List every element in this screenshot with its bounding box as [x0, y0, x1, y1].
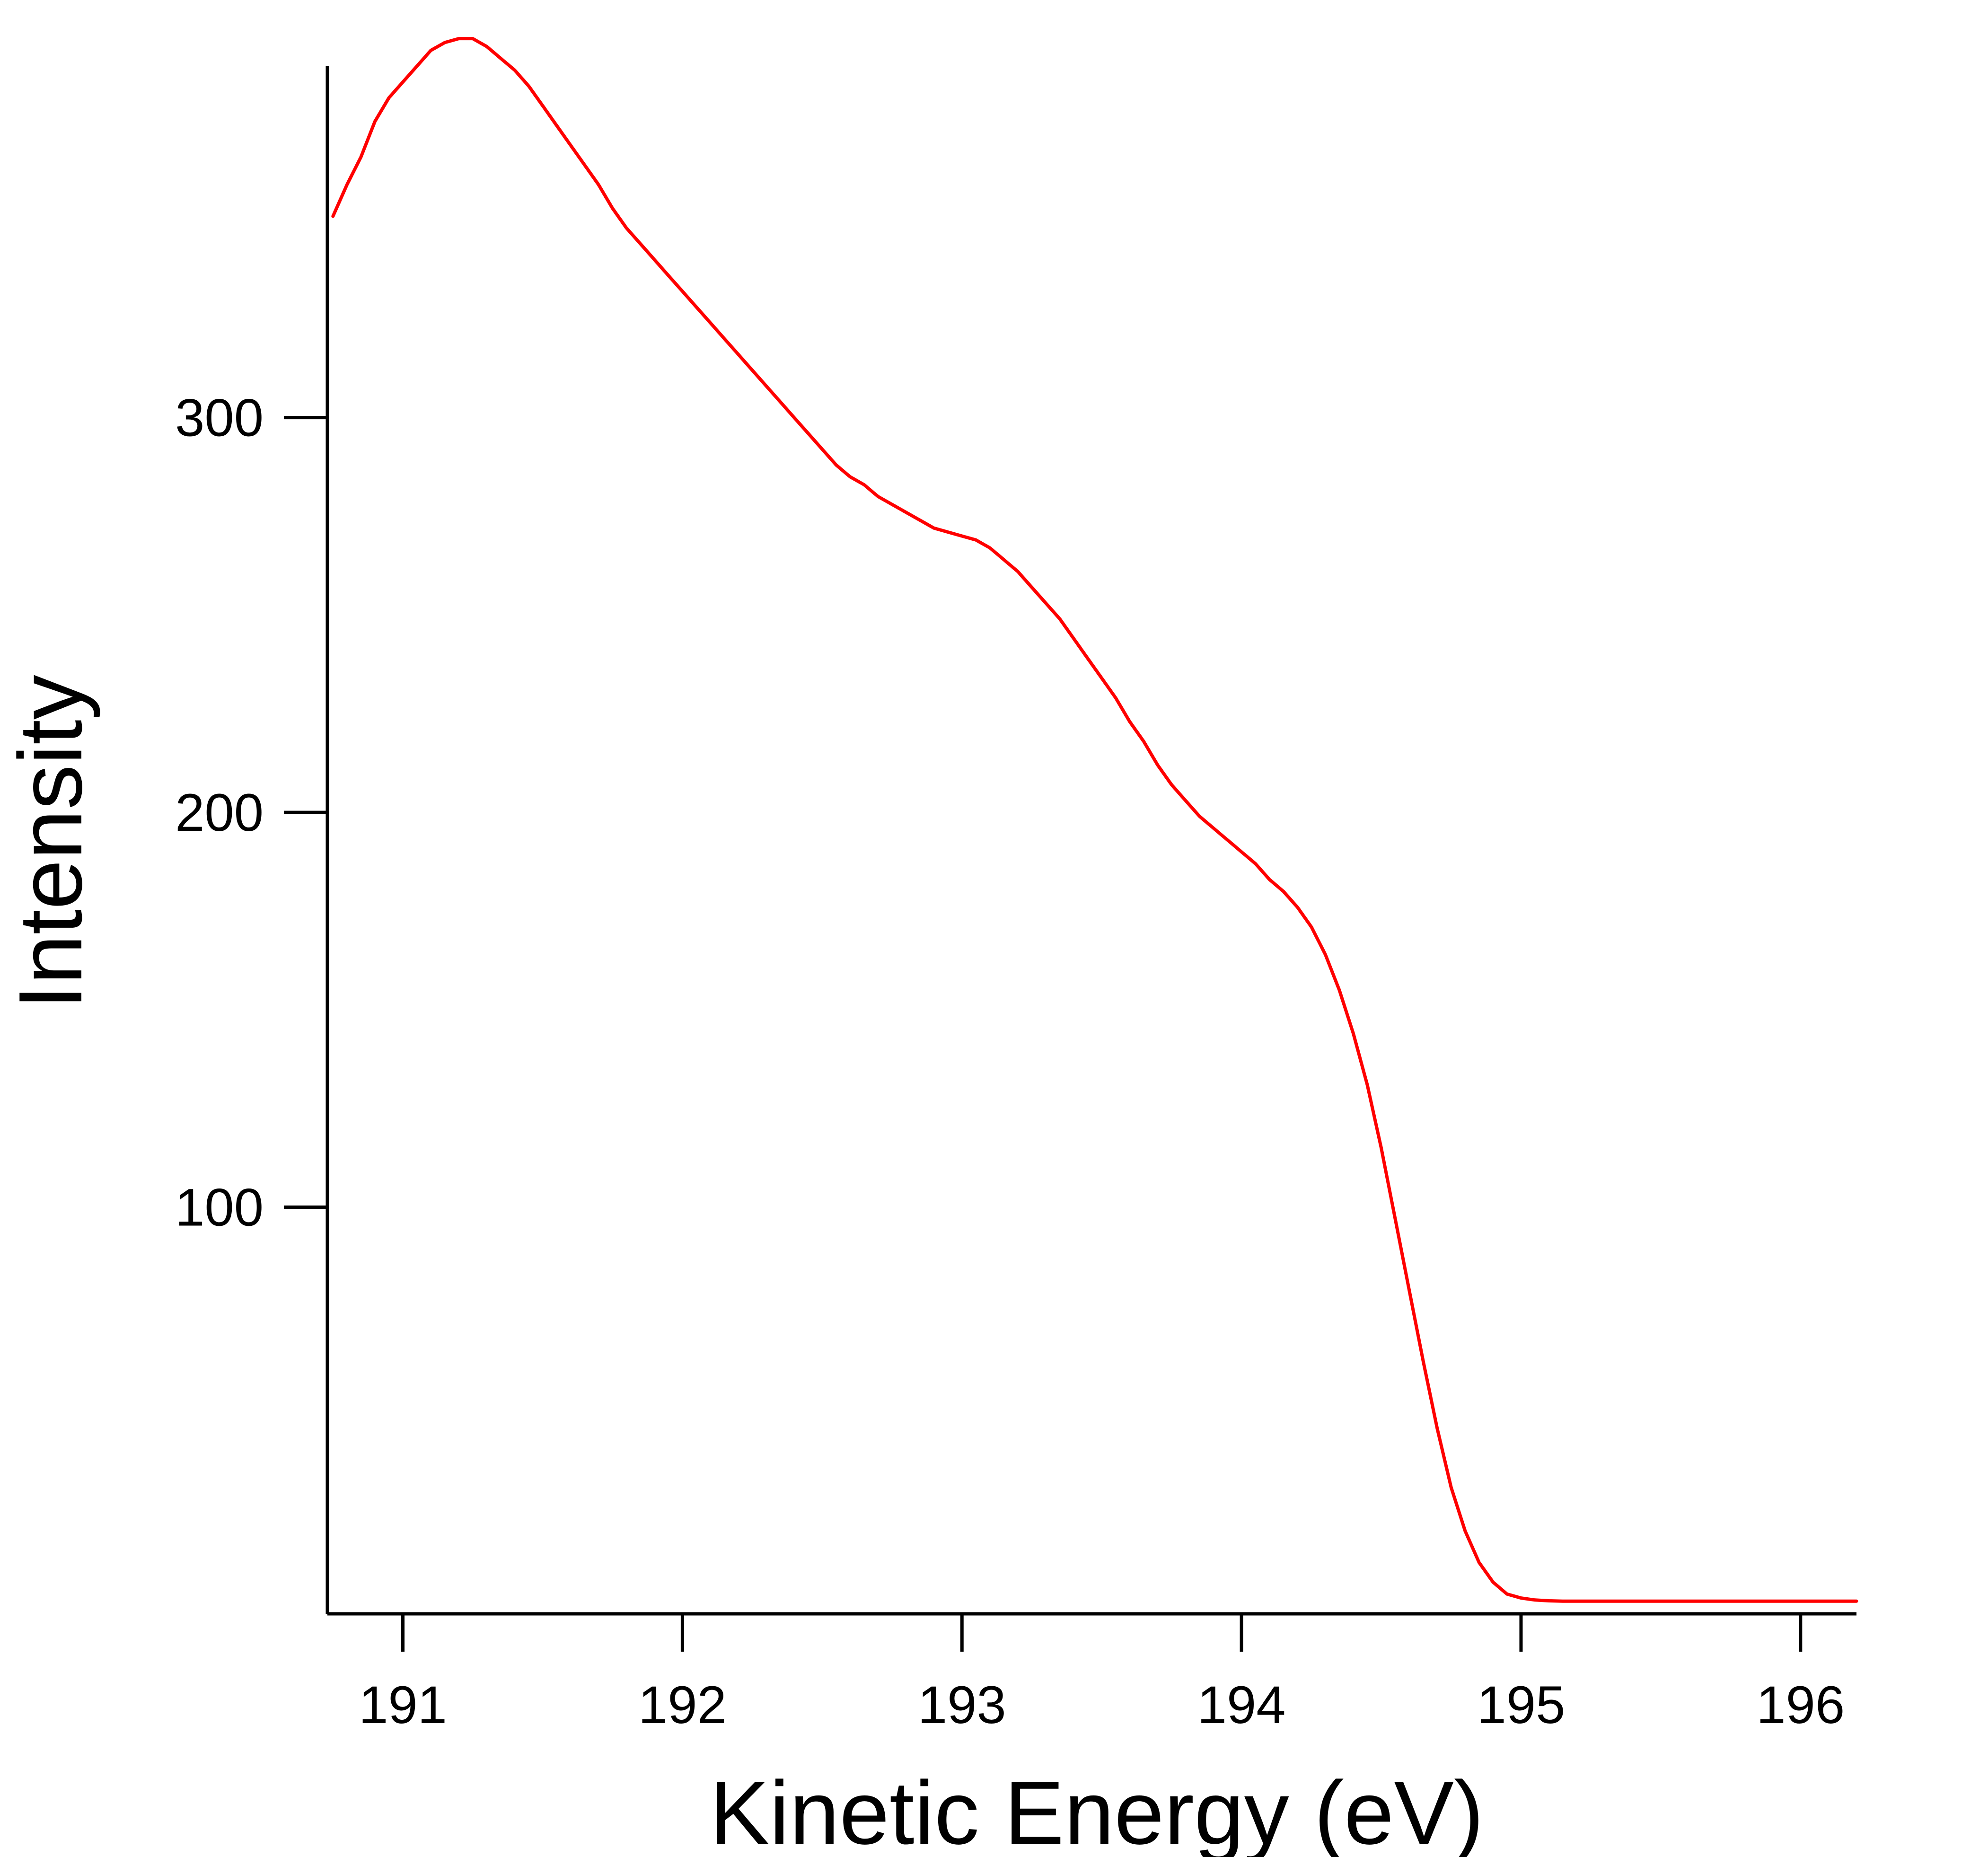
axes	[325, 66, 1856, 1616]
x-tick-label: 194	[1197, 1675, 1286, 1734]
y-axis-label: Intensity	[0, 675, 101, 1010]
x-tick-label: 191	[359, 1675, 447, 1734]
x-ticks: 191 192 193 194 195 196	[359, 1614, 1845, 1734]
y-ticks: 100 200 300	[175, 388, 327, 1237]
x-tick-label: 193	[918, 1675, 1006, 1734]
y-tick-label: 200	[175, 783, 264, 842]
y-tick-label: 100	[175, 1178, 264, 1237]
x-tick-label: 192	[638, 1675, 727, 1734]
x-tick-label: 195	[1477, 1675, 1566, 1734]
series-line	[331, 37, 1858, 1603]
y-tick-label: 300	[175, 388, 264, 448]
x-axis-label: Kinetic Energy (eV)	[710, 1763, 1484, 1857]
x-tick-label: 196	[1756, 1675, 1845, 1734]
